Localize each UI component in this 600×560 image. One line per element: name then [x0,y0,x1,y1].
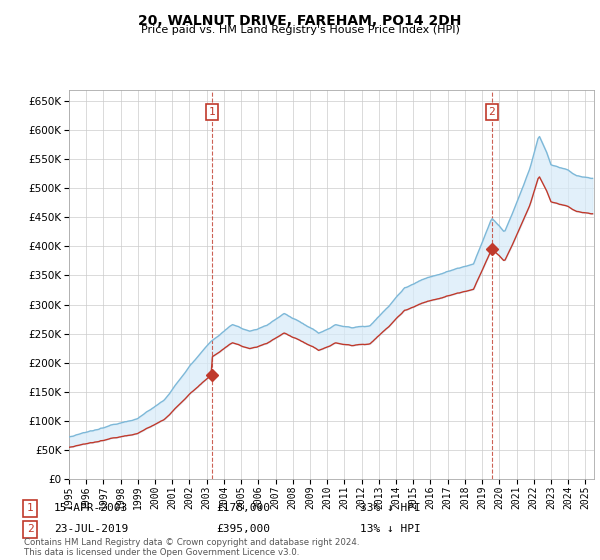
Text: 2: 2 [488,107,495,117]
Text: 1: 1 [208,107,215,117]
Text: 13% ↓ HPI: 13% ↓ HPI [360,524,421,534]
Text: 1: 1 [26,503,34,514]
Text: Contains HM Land Registry data © Crown copyright and database right 2024.
This d: Contains HM Land Registry data © Crown c… [24,538,359,557]
Text: 15-APR-2003: 15-APR-2003 [54,503,128,514]
Text: £395,000: £395,000 [216,524,270,534]
Text: 20, WALNUT DRIVE, FAREHAM, PO14 2DH: 20, WALNUT DRIVE, FAREHAM, PO14 2DH [139,14,461,28]
Text: 33% ↓ HPI: 33% ↓ HPI [360,503,421,514]
Text: 2: 2 [26,524,34,534]
Text: Price paid vs. HM Land Registry's House Price Index (HPI): Price paid vs. HM Land Registry's House … [140,25,460,35]
Text: £178,000: £178,000 [216,503,270,514]
Text: 23-JUL-2019: 23-JUL-2019 [54,524,128,534]
